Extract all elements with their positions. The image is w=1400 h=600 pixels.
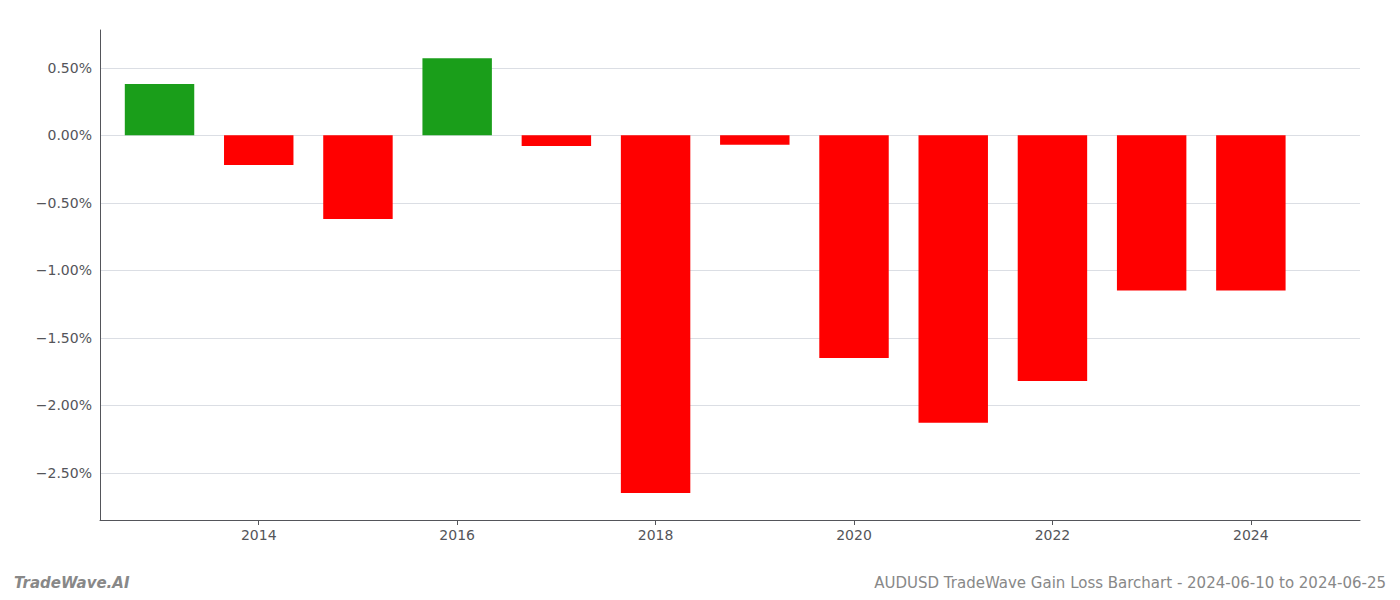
svg-text:TradeWave.AI: TradeWave.AI bbox=[14, 574, 130, 592]
svg-text:−1.50%: −1.50% bbox=[36, 330, 92, 346]
svg-text:2024: 2024 bbox=[1233, 527, 1269, 543]
svg-text:−2.00%: −2.00% bbox=[36, 397, 92, 413]
svg-text:2022: 2022 bbox=[1035, 527, 1071, 543]
svg-text:0.50%: 0.50% bbox=[48, 60, 92, 76]
svg-text:2018: 2018 bbox=[638, 527, 674, 543]
svg-text:−0.50%: −0.50% bbox=[36, 195, 92, 211]
svg-text:AUDUSD TradeWave Gain Loss Bar: AUDUSD TradeWave Gain Loss Barchart - 20… bbox=[874, 574, 1386, 592]
svg-text:2016: 2016 bbox=[439, 527, 475, 543]
svg-text:−1.00%: −1.00% bbox=[36, 262, 92, 278]
svg-text:−2.50%: −2.50% bbox=[36, 465, 92, 481]
svg-text:2014: 2014 bbox=[241, 527, 277, 543]
svg-text:0.00%: 0.00% bbox=[48, 127, 92, 143]
svg-text:2020: 2020 bbox=[836, 527, 872, 543]
